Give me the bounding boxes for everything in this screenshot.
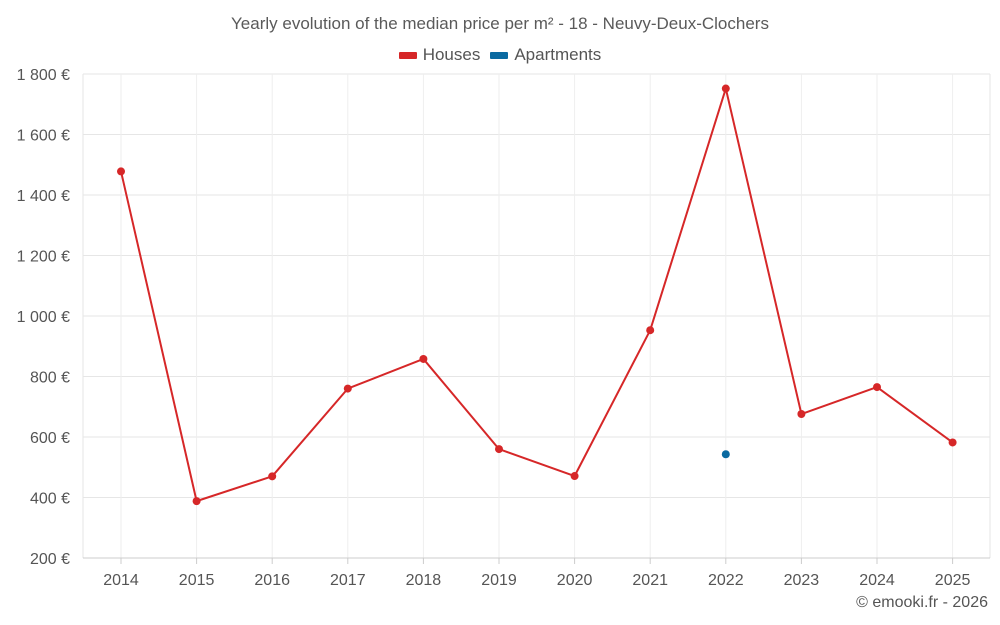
y-tick-label: 400 € <box>30 491 70 508</box>
x-tick-label: 2020 <box>557 572 593 589</box>
data-point-houses <box>646 326 655 335</box>
legend-swatch-houses <box>398 51 417 59</box>
data-point-houses <box>419 354 428 363</box>
data-point-houses <box>948 438 957 447</box>
x-tick-label: 2023 <box>784 572 820 589</box>
legend-label-houses: Houses <box>422 45 481 64</box>
y-tick-label: 800 € <box>30 370 70 387</box>
x-tick-label: 2024 <box>859 572 895 589</box>
legend: Houses Apartments <box>0 45 1000 65</box>
data-point-houses <box>873 383 881 392</box>
legend-item-apartments[interactable]: Apartments <box>490 45 601 65</box>
legend-swatch-apartments <box>490 51 509 59</box>
data-point-houses <box>268 472 277 481</box>
data-point-houses <box>721 84 730 93</box>
data-point-apartments <box>721 450 730 459</box>
x-tick-label: 2025 <box>935 572 971 589</box>
x-tick-label: 2018 <box>406 572 442 589</box>
data-point-houses <box>797 410 806 419</box>
x-tick-label: 2019 <box>481 572 517 589</box>
data-point-houses <box>343 384 352 393</box>
x-tick-label: 2022 <box>708 572 744 589</box>
data-point-houses <box>570 472 579 481</box>
series-line-houses <box>120 87 954 503</box>
series-layer <box>117 84 957 506</box>
legend-label-apartments: Apartments <box>514 45 602 64</box>
grid-layer <box>82 73 991 558</box>
x-tick-label: 2016 <box>254 572 290 589</box>
x-tick-label: 2017 <box>330 572 366 589</box>
y-tick-label: 600 € <box>30 430 70 447</box>
x-tick-label: 2014 <box>103 572 139 589</box>
chart-title: Yearly evolution of the median price per… <box>231 14 769 33</box>
y-tick-label: 1 800 € <box>17 67 70 84</box>
axis-layer: 200 € 400 € 600 € 800 € 1 000 € 1 200 € 1 400 … <box>17 67 990 589</box>
x-tick-label: 2015 <box>179 572 215 589</box>
y-tick-label: 1 200 € <box>17 249 70 266</box>
y-tick-label: 1 400 € <box>17 188 70 205</box>
y-tick-label: 1 600 € <box>17 128 70 145</box>
y-tick-label: 200 € <box>30 551 70 568</box>
legend-item-houses[interactable]: Houses <box>398 45 481 65</box>
y-tick-label: 1 000 € <box>17 309 70 326</box>
data-point-houses <box>192 497 201 506</box>
copyright-text: © emooki.fr - 2026 <box>856 594 988 611</box>
data-point-houses <box>117 167 125 176</box>
x-tick-label: 2021 <box>632 572 668 589</box>
data-point-houses <box>495 445 503 454</box>
